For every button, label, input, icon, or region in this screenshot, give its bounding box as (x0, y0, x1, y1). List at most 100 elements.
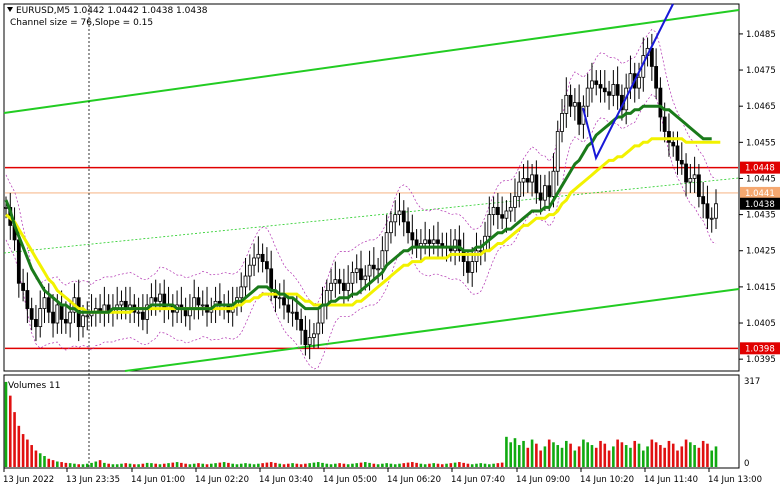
trend-channel[interactable] (3, 9, 740, 372)
volume-bar (693, 445, 696, 467)
candle-body (590, 80, 594, 89)
volume-bar (192, 463, 196, 467)
time-tick-label: 13 Jun 23:35 (66, 475, 120, 485)
candle-body (337, 279, 342, 284)
volume-bar (488, 464, 491, 467)
volume-bar (594, 447, 598, 467)
moving-averages[interactable] (4, 104, 721, 314)
candle-body (470, 261, 475, 273)
price-level-text: 1.0398 (745, 344, 775, 354)
volume-bar (701, 440, 705, 467)
time-tick-label: 14 Jun 02:20 (195, 475, 249, 485)
candle-body (658, 87, 663, 118)
price-tick-label: 1.0485 (746, 30, 776, 40)
volume-plot-frame (3, 374, 740, 469)
candle-body (696, 174, 701, 197)
volume-bar (103, 462, 106, 467)
volume-bar (81, 464, 85, 467)
candle-body (637, 76, 641, 89)
volume-bar (64, 462, 68, 467)
volume-bar (667, 440, 671, 467)
volume-bar (141, 463, 145, 467)
candle-body (508, 206, 513, 212)
volume-bar (483, 463, 487, 467)
candle-body (34, 319, 38, 328)
envelope-upper-band[interactable] (5, 28, 717, 305)
candle-body (410, 232, 415, 241)
candle-body (376, 268, 381, 271)
volume-bar (612, 446, 615, 467)
candle-body (196, 297, 201, 306)
volume-bar (428, 463, 431, 467)
volume-bar (663, 447, 666, 467)
candle-body (517, 181, 522, 197)
time-tick-label: 13 Jun 2022 (3, 475, 54, 485)
candle-body (564, 94, 569, 114)
volume-bar (184, 463, 187, 467)
channel-upper-line[interactable] (3, 9, 740, 114)
candle-body (709, 217, 714, 220)
volume-bar (637, 443, 641, 467)
candle-body (453, 239, 457, 252)
volume-bar (406, 462, 410, 467)
volume-bar (98, 460, 102, 467)
slow-moving-average-line[interactable] (4, 104, 712, 314)
volume-bar (466, 463, 470, 467)
volume-bar (402, 463, 406, 467)
volume-bar (526, 447, 530, 467)
volume-bar (338, 463, 341, 467)
volume-bar (710, 450, 714, 467)
volume-bar (43, 456, 46, 467)
price-level-badge (740, 342, 780, 355)
volume-bar (607, 450, 611, 467)
envelope-bands[interactable] (5, 28, 717, 370)
trend-lines[interactable] (582, 3, 674, 161)
volume-bar (321, 462, 324, 467)
price-tick-label: 1.0435 (746, 211, 776, 221)
time-tick-label: 14 Jun 07:40 (451, 475, 505, 485)
candle-body (329, 282, 333, 291)
candle-body (525, 178, 530, 183)
volume-max-label: 317 (744, 377, 760, 387)
candle-body (158, 293, 162, 302)
candle-body (667, 131, 671, 143)
candle-body (333, 279, 338, 284)
candle-body (243, 275, 248, 288)
price-tick-label: 1.0425 (746, 247, 776, 257)
volume-bar (496, 463, 500, 467)
time-tick-label: 14 Jun 10:20 (580, 475, 634, 485)
volume-bar (171, 462, 175, 467)
candle-body (51, 311, 55, 324)
blue-trend-line[interactable] (582, 3, 674, 161)
dropdown-triangle-icon[interactable] (7, 7, 13, 12)
volume-bar (398, 463, 401, 467)
candle-body (290, 311, 295, 314)
candle-body (551, 170, 556, 197)
time-tick-label: 14 Jun 09:00 (516, 475, 570, 485)
volume-bar (265, 462, 269, 467)
envelope-lower-band[interactable] (5, 93, 717, 370)
volume-bar (197, 463, 200, 467)
candle-body (46, 297, 51, 313)
volume-bar (210, 463, 213, 467)
volume-bar (385, 463, 388, 467)
support-resistance-lines[interactable] (5, 166, 738, 350)
volume-bar (355, 463, 359, 467)
fast-moving-average-line[interactable] (5, 137, 721, 314)
channel-lower-line[interactable] (124, 288, 740, 372)
volume-bar (51, 460, 55, 467)
volume-zero-label: 0 (744, 459, 749, 469)
volume-bar (47, 458, 51, 467)
volume-bar (659, 445, 662, 467)
volume-panel-title: Volumes 11 (8, 381, 60, 391)
candle-body (547, 185, 552, 197)
channel-middle-line[interactable] (3, 177, 740, 254)
volume-bar (120, 463, 123, 467)
volume-bar (188, 464, 192, 467)
volume-bar (650, 439, 654, 467)
volume-bar (359, 462, 363, 467)
volume-bar (239, 463, 243, 467)
volume-bar (689, 442, 692, 467)
